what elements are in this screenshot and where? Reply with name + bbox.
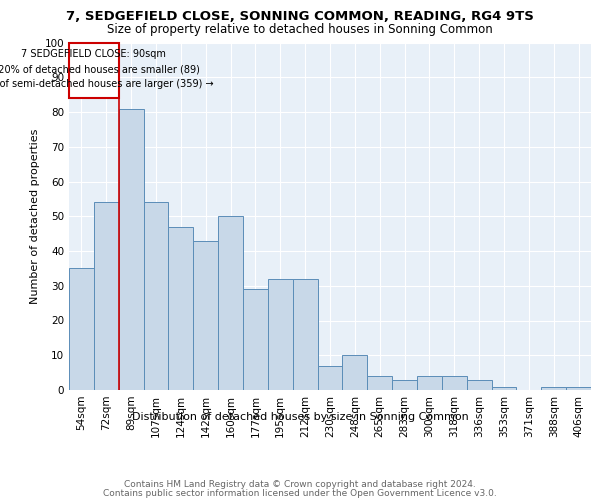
Bar xyxy=(541,386,566,390)
Bar xyxy=(392,380,417,390)
Bar xyxy=(367,376,392,390)
Bar xyxy=(94,202,119,390)
Bar xyxy=(268,279,293,390)
Bar xyxy=(467,380,491,390)
Bar xyxy=(143,202,169,390)
Bar xyxy=(293,279,317,390)
Text: 79% of semi-detached houses are larger (359) →: 79% of semi-detached houses are larger (… xyxy=(0,80,213,90)
Text: Contains public sector information licensed under the Open Government Licence v3: Contains public sector information licen… xyxy=(103,488,497,498)
Text: Size of property relative to detached houses in Sonning Common: Size of property relative to detached ho… xyxy=(107,22,493,36)
Y-axis label: Number of detached properties: Number of detached properties xyxy=(31,128,40,304)
Bar xyxy=(193,240,218,390)
Bar xyxy=(417,376,442,390)
Bar xyxy=(317,366,343,390)
Bar xyxy=(566,386,591,390)
Bar xyxy=(343,355,367,390)
Text: Contains HM Land Registry data © Crown copyright and database right 2024.: Contains HM Land Registry data © Crown c… xyxy=(124,480,476,489)
Bar xyxy=(243,289,268,390)
Bar xyxy=(169,226,193,390)
Text: ← 20% of detached houses are smaller (89): ← 20% of detached houses are smaller (89… xyxy=(0,64,200,74)
FancyBboxPatch shape xyxy=(69,42,119,98)
Text: 7 SEDGEFIELD CLOSE: 90sqm: 7 SEDGEFIELD CLOSE: 90sqm xyxy=(22,49,166,59)
Bar xyxy=(442,376,467,390)
Bar xyxy=(69,268,94,390)
Text: 7, SEDGEFIELD CLOSE, SONNING COMMON, READING, RG4 9TS: 7, SEDGEFIELD CLOSE, SONNING COMMON, REA… xyxy=(66,10,534,23)
Text: Distribution of detached houses by size in Sonning Common: Distribution of detached houses by size … xyxy=(131,412,469,422)
Bar xyxy=(491,386,517,390)
Bar xyxy=(218,216,243,390)
Bar xyxy=(119,108,143,390)
